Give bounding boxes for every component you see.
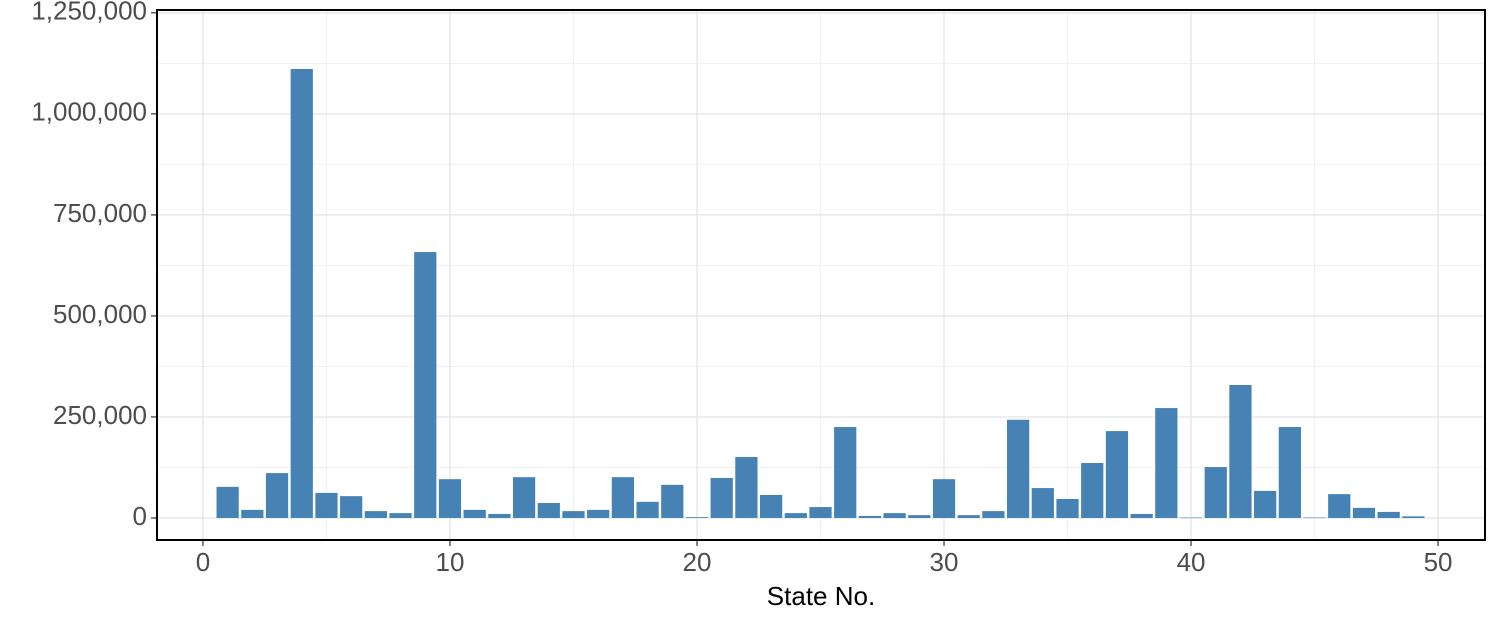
bar [685,517,709,518]
bar [932,479,956,518]
bar [265,473,289,518]
plot-border [156,9,1486,541]
bar [1303,517,1326,519]
bar [1328,494,1351,518]
bar [834,427,857,518]
bar [315,492,338,518]
x-tick-label: 10 [436,547,465,577]
bar [858,515,882,518]
y-tick-label: 500,000 [53,299,147,329]
bar [908,515,931,518]
bar [340,496,363,518]
bar [414,252,437,518]
y-tick-label: 250,000 [53,400,147,430]
bar [1179,517,1203,519]
y-tick-label: 0 [133,501,147,531]
x-tick-label: 30 [930,547,959,577]
bar [982,511,1005,518]
bar [1377,511,1400,518]
bar [1105,431,1129,518]
bar [809,507,832,518]
bar [438,479,462,518]
x-tick-label: 0 [196,547,210,577]
bar [883,513,906,518]
bar [290,69,313,518]
bar [1056,498,1079,518]
bar [1031,488,1054,518]
bar [784,513,807,518]
bar [216,486,239,518]
y-tick-label: 750,000 [53,198,147,228]
x-tick-label: 20 [683,547,712,577]
x-tick-label: 40 [1177,547,1206,577]
bar [1007,419,1030,518]
bar [1081,463,1104,518]
bar [1130,513,1153,518]
bar [1278,427,1301,518]
bar [1155,408,1178,518]
bar [735,456,758,518]
bar [463,509,486,518]
bar [1229,385,1252,518]
bar [537,503,560,518]
bar [1402,516,1425,518]
bar [957,515,980,518]
bar [636,501,659,518]
bar [611,477,635,518]
bar [1204,467,1227,518]
bar [710,477,733,518]
bar [241,509,264,518]
y-tick-label: 1,000,000 [31,97,147,127]
bar [488,513,511,518]
y-tick-label: 1,250,000 [31,0,147,26]
bar [364,511,387,518]
x-axis-label: State No. [767,581,875,611]
bar [759,494,783,518]
bar [1254,490,1277,518]
bar [389,513,412,518]
bar [661,484,684,518]
bar [512,477,536,518]
bar [562,511,585,518]
bar [587,509,610,518]
bar [1352,507,1376,518]
x-tick-label: 50 [1424,547,1453,577]
